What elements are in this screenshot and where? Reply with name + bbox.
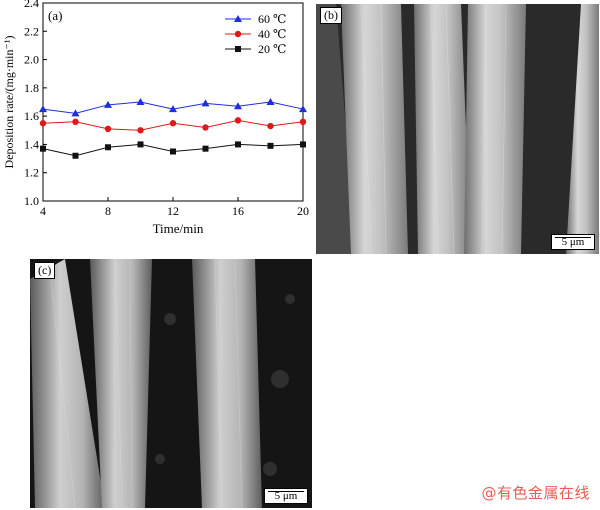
y-tick-label: 1.0 (24, 194, 39, 208)
data-point (299, 118, 307, 126)
data-point (202, 124, 209, 131)
legend-entry: 20 ℃ (258, 42, 286, 56)
series-layer (39, 98, 307, 159)
series-2 (40, 141, 306, 159)
data-point (72, 118, 79, 126)
fiber-b-2 (341, 4, 408, 254)
watermark: @有色金属在线 (481, 484, 590, 502)
deposition-rate-chart-panel: 4 8 12 16 20 1.0 1.2 1.4 1.6 1.8 2.0 2.2 2.4 60 ℃ 40 … (0, 0, 316, 256)
y-tick-label: 1.4 (24, 137, 39, 151)
y-tick-label: 1.8 (24, 81, 39, 95)
data-point (234, 102, 242, 110)
legend-entry: 40 ℃ (258, 27, 286, 41)
legend-marker (234, 30, 242, 38)
scale-bar-b: 5 μm (551, 234, 595, 250)
series-0 (39, 98, 307, 117)
data-point (39, 120, 47, 127)
series-1 (39, 117, 307, 134)
data-point (72, 152, 79, 159)
legend-marker (235, 46, 241, 52)
y-tick-label: 1.2 (24, 166, 39, 180)
y-tick-label: 1.6 (24, 109, 39, 123)
panel-b-label: (b) (320, 7, 342, 24)
x-tick-label: 12 (167, 204, 179, 218)
fiber-b-5 (566, 4, 599, 254)
x-tick-label: 16 (232, 204, 244, 218)
legend-entry: 60 ℃ (258, 12, 286, 26)
sem-fibers-b (316, 4, 599, 254)
data-point (137, 141, 144, 148)
scale-bar-c: 5 μm (264, 488, 308, 504)
legend-marker (234, 15, 242, 22)
sem-fibers-c (30, 259, 312, 508)
fiber-b-3 (414, 4, 471, 254)
x-tick-label: 4 (40, 204, 46, 218)
data-point (136, 98, 145, 105)
data-point (299, 105, 307, 113)
fiber-c-1 (30, 259, 105, 508)
x-axis-label: Time/min (153, 221, 204, 236)
data-point (169, 120, 177, 127)
panel-c-label: (c) (34, 262, 56, 279)
data-point (234, 117, 242, 124)
data-point (235, 141, 241, 148)
data-point (201, 99, 210, 107)
data-point (137, 127, 144, 134)
fiber-c-3 (192, 259, 262, 508)
y-tick-label: 2.0 (24, 53, 39, 67)
axis-ticks: 4 8 12 16 20 1.0 1.2 1.4 1.6 1.8 2.0 2.2 2.4 (24, 0, 309, 218)
data-point (105, 144, 111, 151)
y-tick-label: 2.2 (24, 24, 39, 38)
data-point (71, 109, 80, 117)
sem-image-c: (c) 5 μm (30, 259, 312, 508)
x-tick-label: 20 (297, 204, 309, 218)
x-tick-label: 8 (105, 204, 111, 218)
data-point (300, 141, 306, 148)
scale-bar-b-label: 5 μm (561, 236, 585, 248)
data-point (202, 145, 209, 152)
data-point (39, 105, 47, 113)
fiber-b-1 (316, 4, 356, 254)
data-point (266, 98, 275, 105)
deposition-rate-chart: 4 8 12 16 20 1.0 1.2 1.4 1.6 1.8 2.0 2.2 2.4 60 ℃40 … (2, 0, 309, 236)
data-point (169, 105, 177, 113)
y-axis-label: Deposition rate/(mg·min⁻¹) (2, 36, 16, 169)
scale-bar-c-label: 5 μm (274, 490, 298, 502)
chart-legend: 60 ℃40 ℃20 ℃ (225, 12, 286, 56)
sem-image-b: (b) 5 μm (316, 4, 599, 254)
data-point (170, 148, 176, 155)
data-point (267, 122, 274, 130)
panel-a-label: (a) (48, 8, 62, 23)
data-point (104, 100, 112, 108)
y-tick-label: 2.4 (24, 0, 39, 10)
data-point (267, 142, 274, 149)
fiber-b-4 (464, 4, 526, 254)
data-point (40, 145, 46, 152)
data-point (104, 125, 112, 133)
fiber-c-2 (90, 259, 152, 508)
